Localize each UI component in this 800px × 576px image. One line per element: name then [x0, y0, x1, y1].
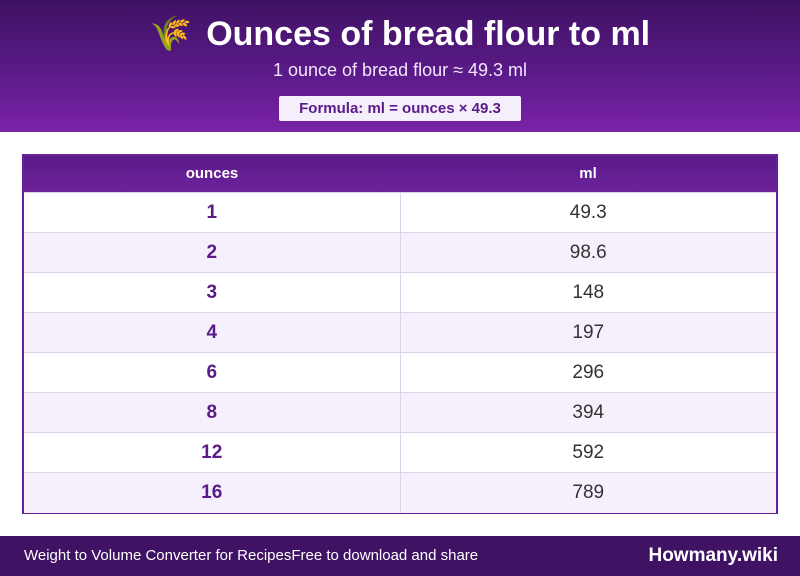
- cell-ounces: 8: [24, 392, 401, 433]
- page-title: Ounces of bread flour to ml: [206, 15, 651, 53]
- table-row: 2 98.6: [24, 232, 776, 273]
- cell-ounces: 2: [24, 232, 401, 273]
- column-header-ml: ml: [579, 165, 597, 182]
- cell-ml: 148: [400, 272, 776, 313]
- footer-caption: Weight to Volume Converter for RecipesFr…: [24, 536, 478, 576]
- cell-ounces: 12: [24, 432, 401, 473]
- cell-ounces: 16: [24, 472, 401, 513]
- table-header-row: ounces ml: [24, 156, 776, 193]
- conversion-table: ounces ml 1 49.3 2 98.6 3 148 4 197 6: [22, 154, 778, 514]
- column-header-ounces: ounces: [185, 165, 239, 182]
- table-row: 3 148: [24, 272, 776, 313]
- page-subtitle: 1 ounce of bread flour ≈ 49.3 ml: [272, 60, 528, 80]
- cell-ml: 98.6: [400, 232, 776, 273]
- table-row: 6 296: [24, 352, 776, 393]
- table-row: 4 197: [24, 312, 776, 353]
- table-row: 1 49.3: [24, 192, 776, 233]
- brand-link[interactable]: Howmany.wiki: [648, 545, 778, 566]
- cell-ml: 592: [400, 432, 776, 473]
- footer-secondary-text: Free to download and share: [291, 547, 479, 564]
- formula-badge: Formula: ml = ounces × 49.3: [279, 96, 521, 121]
- cell-ounces: 1: [24, 192, 401, 233]
- cell-ml: 789: [400, 472, 776, 513]
- cell-ml: 394: [400, 392, 776, 433]
- header: 🌾 Ounces of bread flour to ml 1 ounce of…: [0, 0, 800, 132]
- cell-ml: 49.3: [400, 192, 776, 233]
- title-row: 🌾 Ounces of bread flour to ml: [0, 12, 800, 56]
- table-row: 8 394: [24, 392, 776, 433]
- footer-primary-text: Weight to Volume Converter for Recipes: [24, 547, 292, 564]
- footer: Weight to Volume Converter for RecipesFr…: [0, 536, 800, 576]
- table-row: 16 789: [24, 472, 776, 513]
- table-row: 12 592: [24, 432, 776, 473]
- cell-ounces: 6: [24, 352, 401, 393]
- wheat-icon: 🌾: [149, 15, 193, 53]
- cell-ounces: 4: [24, 312, 401, 353]
- cell-ml: 296: [400, 352, 776, 393]
- cell-ounces: 3: [24, 272, 401, 313]
- cell-ml: 197: [400, 312, 776, 353]
